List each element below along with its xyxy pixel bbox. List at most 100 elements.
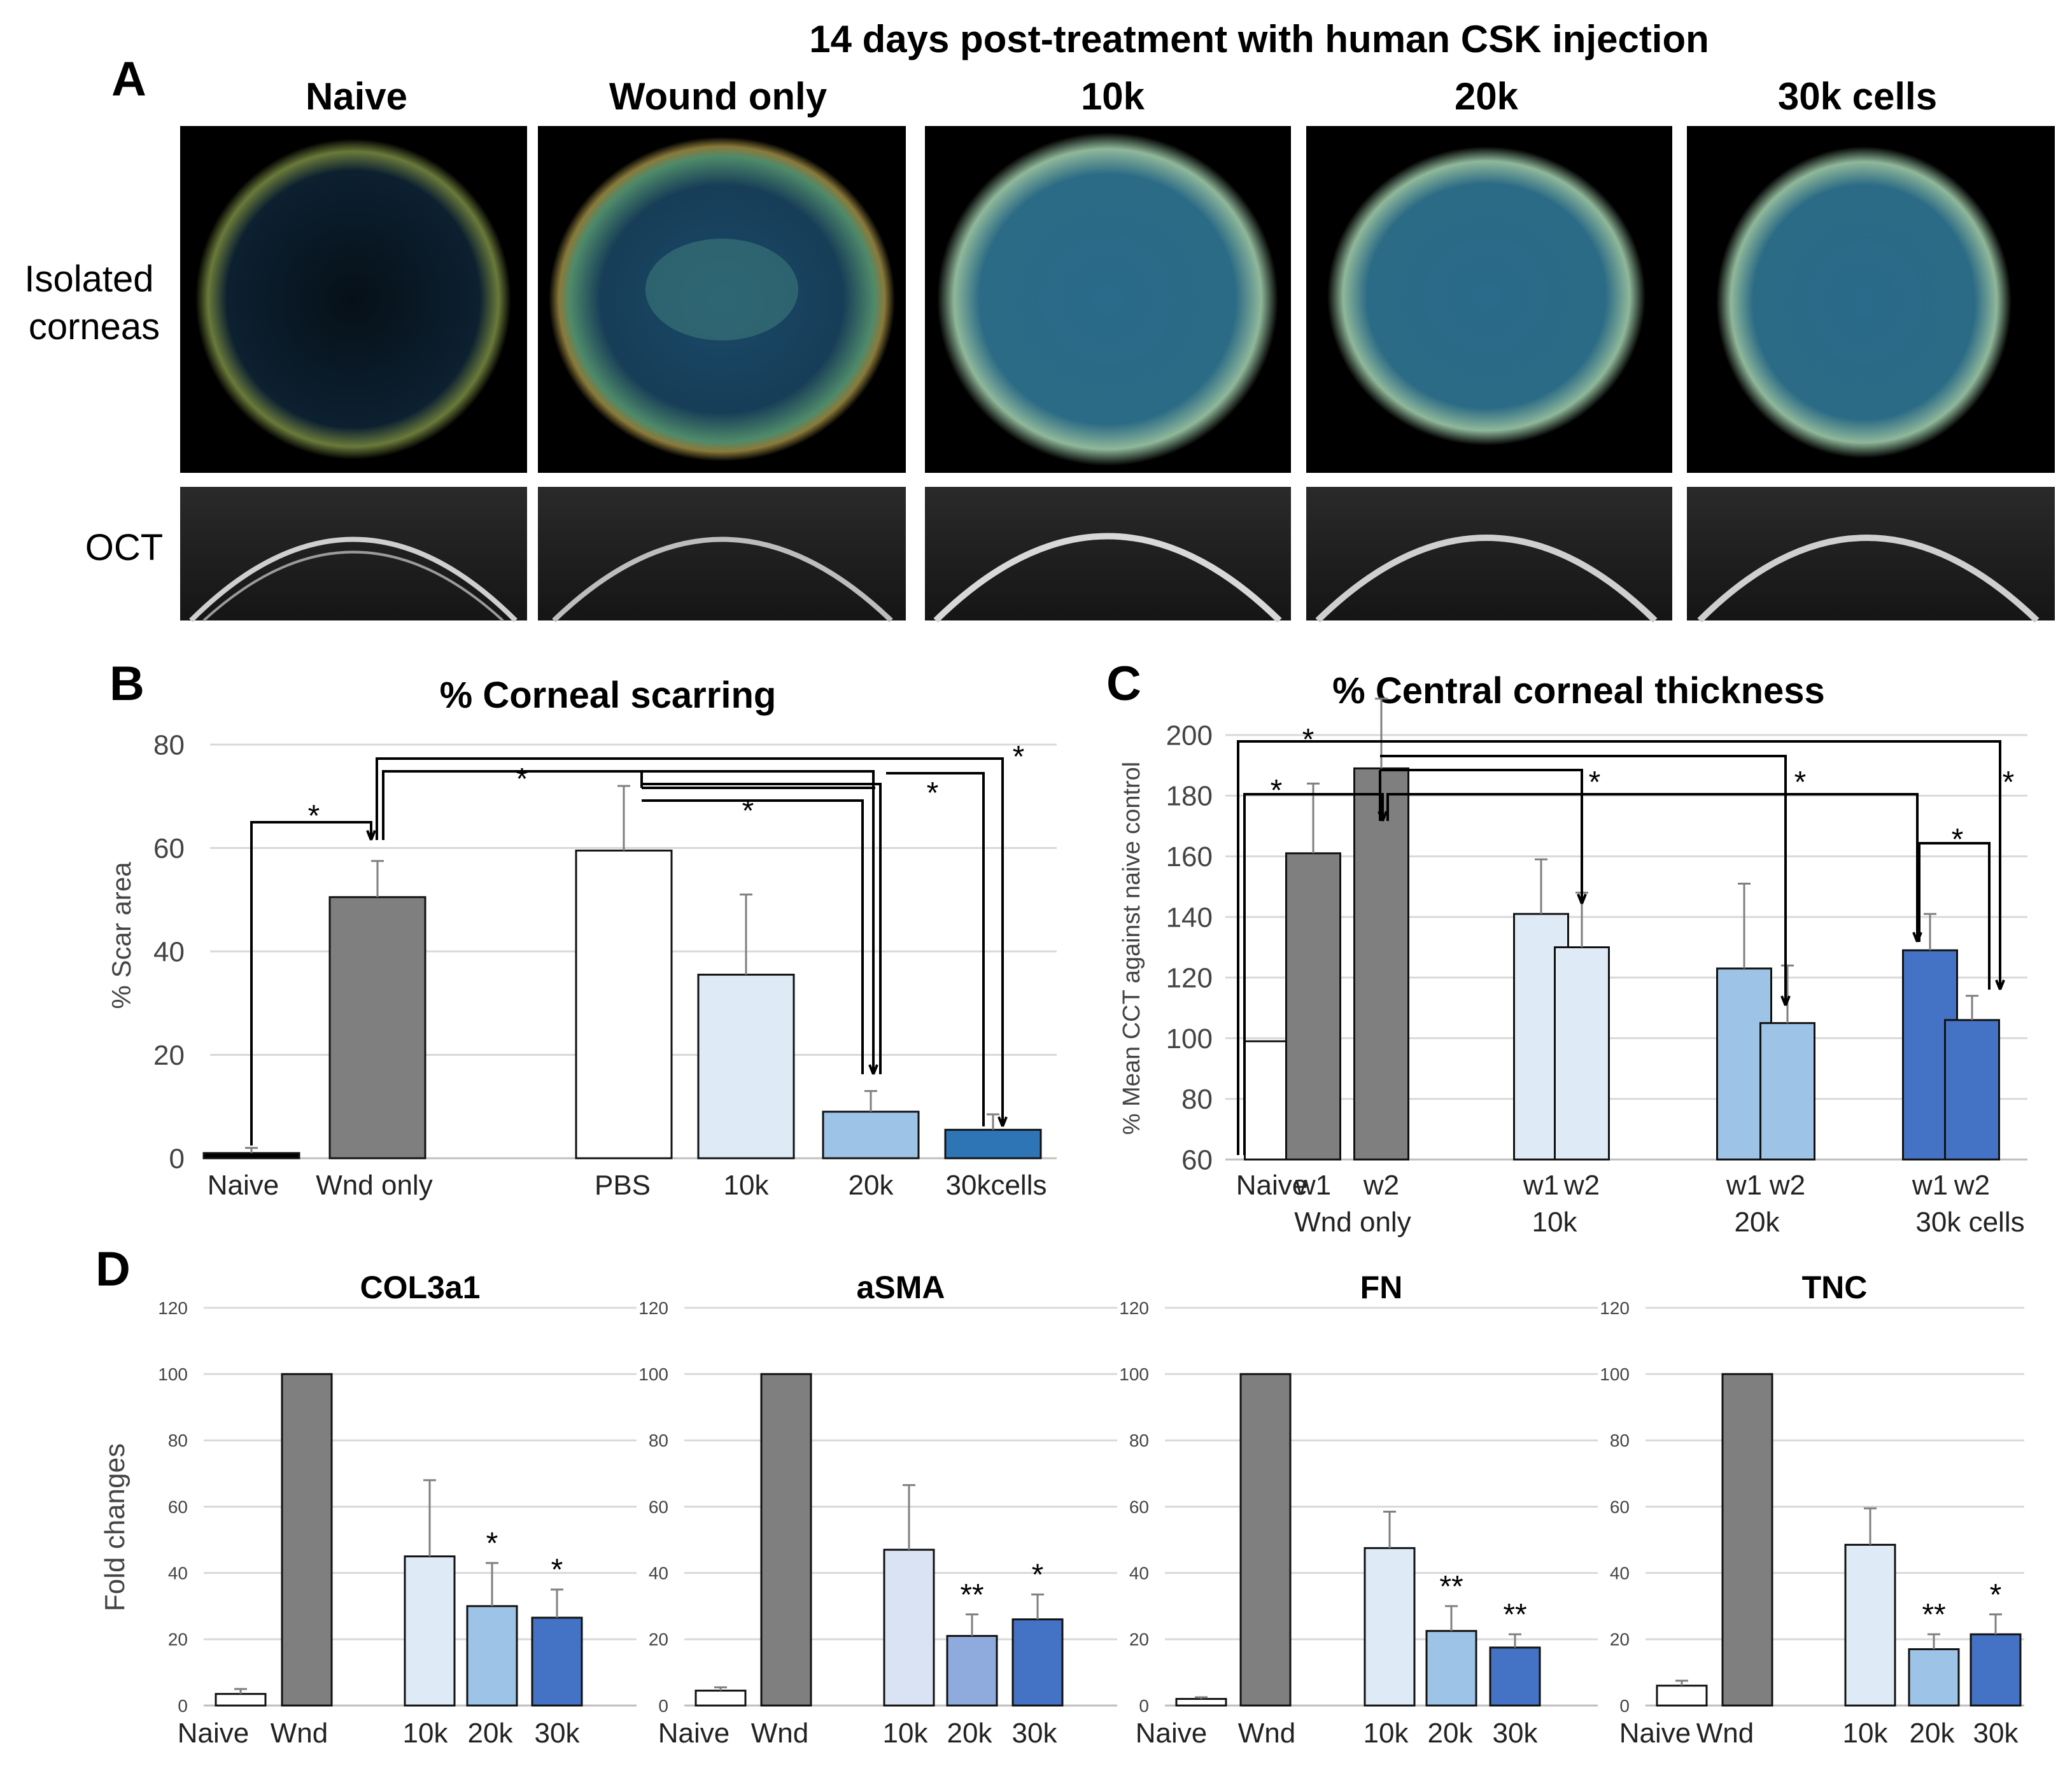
C-group-label-3: 30k cells <box>1915 1207 2024 1238</box>
panel-d-chart-fn: 0 20 40 60 80 100 120 Naive Wnd 10k ** 20k ** 30k FN <box>1119 1270 1598 1749</box>
B-bar-0 <box>202 1152 300 1160</box>
D4-y-tick-label: 60 <box>1610 1497 1630 1517</box>
D2-y-tick-label: 60 <box>649 1497 668 1517</box>
D1-y-tick-label: 80 <box>168 1431 188 1450</box>
D3-y-tick-label: 0 <box>1139 1696 1149 1716</box>
cornea-image-30k-cells <box>1687 126 2055 473</box>
D4-star-4: * <box>1990 1578 2002 1612</box>
panel-b-title: % Corneal scarring <box>440 675 777 716</box>
panel-c-significance-brackets <box>1237 740 2005 1155</box>
D4-star-3: ** <box>1922 1598 1945 1632</box>
D2-bar-4 <box>1011 1618 1064 1707</box>
D3-y-tick-label: 60 <box>1129 1497 1149 1517</box>
sig-star-wnd-30k: * <box>1013 740 1025 774</box>
D4-bar-4 <box>1970 1633 2022 1707</box>
D1-bar-2 <box>404 1555 456 1707</box>
D3-bar-4 <box>1489 1646 1541 1707</box>
col-label-10k: 10k <box>1081 75 1145 118</box>
C-category-label-1: w1 <box>1295 1170 1331 1201</box>
D2-bar-0 <box>694 1690 747 1707</box>
panel-d-chart-asma: 0 20 40 60 80 100 120 Naive Wnd 10k ** 20k * 30k aSMA <box>638 1270 1117 1749</box>
panel-d-chart-col3a1: 0 20 40 60 80 100 120 Naive Wnd 10k * 20k * 30k COL3a1 <box>158 1270 637 1749</box>
oct-image-20k <box>1306 487 1672 623</box>
D1-category-label-1: Wnd <box>271 1718 328 1749</box>
C-y-tick-label: 60 <box>1181 1144 1213 1175</box>
C-group-label-1: 10k <box>1532 1207 1578 1238</box>
D3-y-tick-label: 80 <box>1129 1431 1149 1450</box>
B-bar-5 <box>944 1128 1042 1160</box>
D1-y-tick-label: 20 <box>168 1630 188 1650</box>
D4-bar-3 <box>1908 1648 1960 1707</box>
row-label-oct: OCT <box>85 527 163 568</box>
B-category-label-4: 20k <box>849 1170 894 1201</box>
panel-b-y-axis-label: % Scar area <box>106 862 136 1009</box>
D2-y-tick-label: 20 <box>649 1630 668 1650</box>
panel-a-letter: A <box>111 52 146 106</box>
D2-y-tick-label: 0 <box>658 1696 668 1716</box>
D4-title: TNC <box>1802 1270 1868 1305</box>
D3-y-tick-label: 20 <box>1129 1630 1149 1650</box>
c-sig-star-2: * <box>1271 774 1283 808</box>
D4-y-tick-label: 80 <box>1610 1431 1630 1450</box>
D3-bar-1 <box>1239 1373 1292 1707</box>
B-y-tick-label: 20 <box>153 1040 185 1071</box>
col-label-30k-cells: 30k cells <box>1778 75 1937 118</box>
panel-a-header: 14 days post-treatment with human CSK in… <box>809 18 1709 60</box>
C-category-label-5: w1 <box>1726 1170 1762 1201</box>
oct-image-wound-only <box>538 487 906 622</box>
D1-y-tick-label: 100 <box>158 1364 188 1384</box>
col-label-wound-only: Wound only <box>609 75 828 118</box>
D4-category-label-0: Naive <box>1619 1718 1691 1749</box>
C-category-label-8: w2 <box>1954 1170 1990 1201</box>
D1-category-label-2: 10k <box>403 1718 449 1749</box>
C-y-tick-label: 120 <box>1166 963 1213 994</box>
C-bar-4 <box>1554 946 1610 1161</box>
B-category-label-1: Wnd only <box>316 1170 432 1201</box>
C-y-tick-label: 100 <box>1166 1023 1213 1055</box>
D2-bar-3 <box>946 1635 998 1707</box>
D4-y-tick-label: 20 <box>1610 1630 1630 1650</box>
B-bar-1 <box>328 896 426 1160</box>
oct-image-naive <box>180 487 527 622</box>
D4-category-label-3: 20k <box>1910 1718 1956 1749</box>
D1-bar-1 <box>281 1373 333 1707</box>
D3-y-tick-label: 120 <box>1119 1298 1149 1318</box>
D2-bar-1 <box>760 1373 812 1707</box>
D4-bar-2 <box>1844 1543 1896 1707</box>
D4-bar-1 <box>1721 1373 1773 1707</box>
c-sig-star-5: * <box>2003 766 2015 799</box>
oct-image-10k <box>925 487 1291 623</box>
cornea-image-wound-only <box>538 126 906 473</box>
D2-category-label-4: 30k <box>1012 1718 1058 1749</box>
panel-d-chart-tnc: 0 20 40 60 80 100 120 Naive Wnd 10k ** 20k * 30k TNC <box>1600 1270 2024 1749</box>
B-y-tick-label: 80 <box>153 729 185 760</box>
sig-star-wnd-20k: * <box>516 762 528 796</box>
D1-bar-0 <box>215 1693 267 1707</box>
cornea-image-naive <box>180 126 527 473</box>
D2-y-tick-label: 40 <box>649 1563 668 1583</box>
D1-title: COL3a1 <box>360 1270 481 1305</box>
c-sig-star-6: * <box>1952 823 1964 857</box>
col-label-20k: 20k <box>1455 75 1519 118</box>
D1-category-label-3: 20k <box>468 1718 514 1749</box>
c-sig-star-4: * <box>1794 766 1807 799</box>
C-category-label-4: w2 <box>1563 1170 1600 1201</box>
D2-y-tick-label: 80 <box>649 1431 668 1450</box>
D1-category-label-4: 30k <box>535 1718 581 1749</box>
B-y-tick-label: 60 <box>153 833 185 864</box>
panel-b-chart: B % Corneal scarring % Scar area 0 20 40 60… <box>106 657 1057 1201</box>
D3-bar-0 <box>1175 1698 1227 1707</box>
D4-y-tick-label: 120 <box>1600 1298 1630 1318</box>
panel-b-letter: B <box>109 657 144 711</box>
sig-star-pbs-20k: * <box>742 794 754 828</box>
D2-bar-2 <box>883 1548 935 1707</box>
C-group-label-0: Wnd only <box>1294 1207 1411 1238</box>
D3-bar-2 <box>1364 1547 1416 1707</box>
panel-c-chart: C % Central corneal thickness % Mean CCT… <box>1106 657 2027 1238</box>
D3-star-3: ** <box>1439 1570 1463 1604</box>
c-sig-star-3: * <box>1589 766 1601 799</box>
panel-c-title: % Central corneal thickness <box>1332 670 1825 711</box>
C-category-label-2: w2 <box>1363 1170 1399 1201</box>
D2-title: aSMA <box>857 1270 945 1305</box>
